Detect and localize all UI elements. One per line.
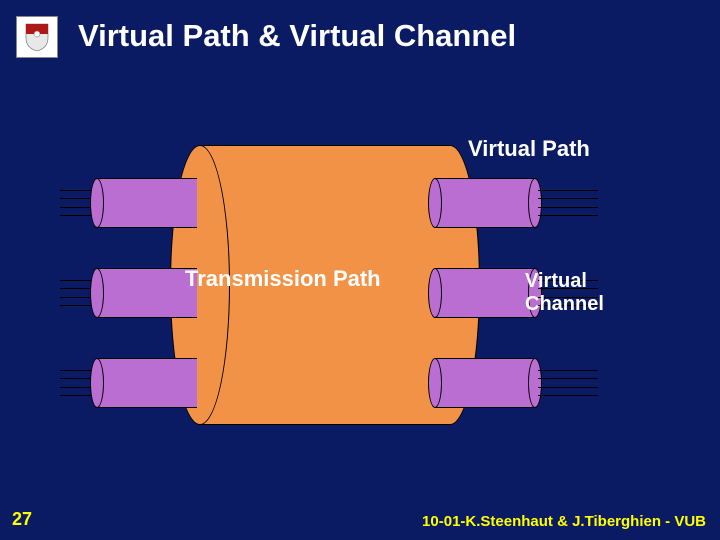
- vc-line: [538, 378, 598, 379]
- vp-cap-left-2: [90, 268, 104, 318]
- virtual-path-right-3: [435, 358, 535, 408]
- page-title: Virtual Path & Virtual Channel: [78, 18, 516, 54]
- vc-line: [538, 215, 598, 216]
- label-virtual-path: Virtual Path: [468, 136, 590, 162]
- vp-cap-right-inner-3: [428, 358, 442, 408]
- footer-credits: 10-01-K.Steenhaut & J.Tiberghien - VUB: [422, 513, 706, 530]
- diagram: Virtual Path Transmission Path Virtual C…: [60, 140, 660, 440]
- virtual-path-left-1: [97, 178, 197, 228]
- vc-line: [538, 198, 598, 199]
- slide: Virtual Path & Virtual Channel: [0, 0, 720, 540]
- virtual-path-left-3: [97, 358, 197, 408]
- vc-line: [538, 190, 598, 191]
- virtual-path-right-2: [435, 268, 535, 318]
- vc-lines-right-3: [538, 363, 598, 403]
- slide-number: 27: [12, 509, 32, 530]
- university-logo: [16, 16, 58, 58]
- vc-line: [538, 370, 598, 371]
- vc-line: [538, 207, 598, 208]
- vc-lines-right-1: [538, 183, 598, 223]
- label-virtual-channel: Virtual Channel: [525, 270, 660, 316]
- virtual-path-left-2: [97, 268, 197, 318]
- vc-line: [538, 395, 598, 396]
- vp-cap-left-3: [90, 358, 104, 408]
- vp-cap-right-inner-2: [428, 268, 442, 318]
- vp-cap-left-1: [90, 178, 104, 228]
- label-transmission-path: Transmission Path: [185, 266, 381, 292]
- logo-shield-icon: [24, 22, 50, 52]
- virtual-path-right-1: [435, 178, 535, 228]
- vp-cap-right-inner-1: [428, 178, 442, 228]
- vc-line: [538, 387, 598, 388]
